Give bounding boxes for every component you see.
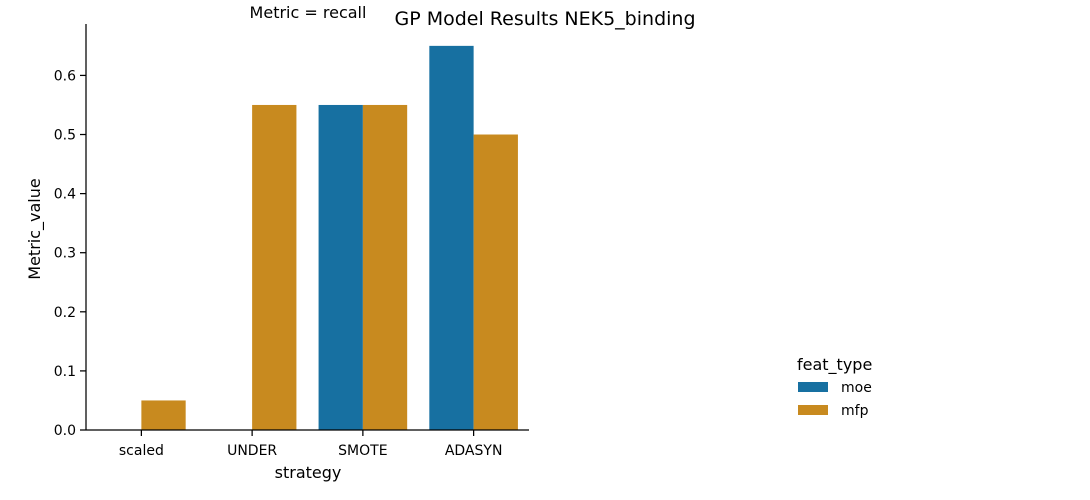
bar-moe-adasyn bbox=[429, 45, 474, 430]
y-tick-label: 0.2 bbox=[54, 305, 76, 321]
legend-swatch-moe bbox=[798, 382, 828, 392]
y-ticks: 0.0 0.1 0.2 0.3 0.4 0.5 0.6 bbox=[54, 68, 86, 439]
y-axis-label: Metric_value bbox=[25, 178, 45, 279]
chart-title: GP Model Results NEK5_binding bbox=[394, 8, 695, 30]
x-tick-label: SMOTE bbox=[338, 443, 387, 459]
y-tick-label: 0.4 bbox=[54, 187, 76, 203]
x-ticks: scaled UNDER SMOTE ADASYN bbox=[119, 430, 503, 459]
x-tick-label: UNDER bbox=[227, 443, 277, 459]
bar-moe-smote bbox=[318, 104, 363, 430]
bar-mfp-scaled bbox=[141, 400, 186, 430]
x-tick-label: ADASYN bbox=[445, 443, 503, 459]
legend-swatch-mfp bbox=[798, 405, 828, 415]
bars-group bbox=[141, 45, 518, 430]
legend-label-mfp: mfp bbox=[841, 403, 869, 419]
y-tick-label: 0.3 bbox=[54, 246, 76, 262]
legend: feat_type moe mfp bbox=[797, 355, 872, 419]
x-axis-label: strategy bbox=[275, 463, 342, 482]
axes-group bbox=[85, 24, 529, 431]
bar-mfp-adasyn bbox=[473, 134, 518, 430]
y-tick-label: 0.5 bbox=[54, 128, 76, 144]
y-tick-label: 0.0 bbox=[54, 423, 76, 439]
bar-mfp-under bbox=[252, 104, 297, 430]
x-tick-label: scaled bbox=[119, 443, 164, 459]
legend-label-moe: moe bbox=[841, 380, 872, 396]
facet-title: Metric = recall bbox=[250, 3, 367, 22]
y-tick-label: 0.6 bbox=[54, 68, 76, 84]
bar-mfp-smote bbox=[362, 104, 408, 430]
legend-title: feat_type bbox=[797, 355, 872, 375]
y-tick-label: 0.1 bbox=[54, 364, 76, 380]
